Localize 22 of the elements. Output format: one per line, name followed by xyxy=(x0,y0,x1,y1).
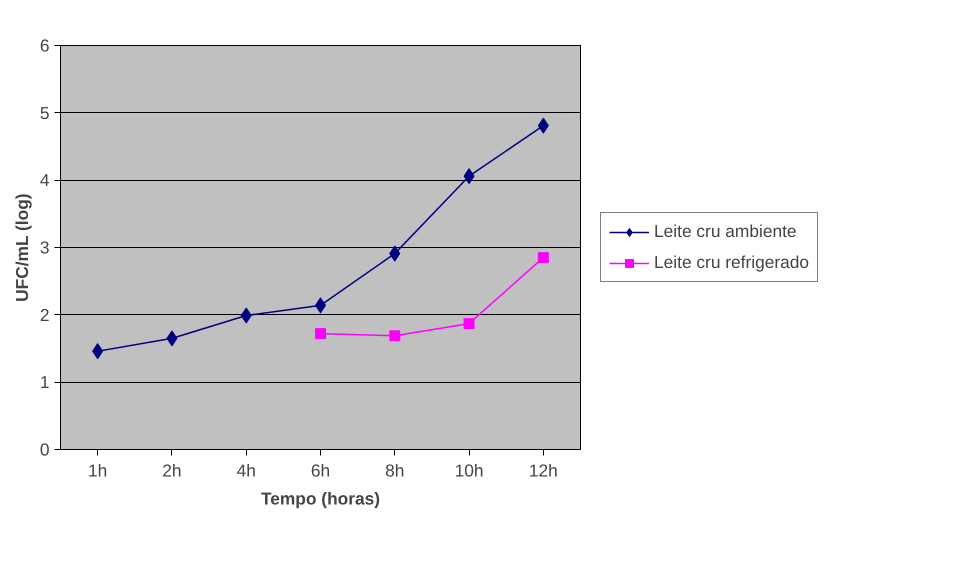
point xyxy=(538,252,549,264)
x-tick-label: 10h xyxy=(454,460,484,480)
y-tick-label: 5 xyxy=(40,102,50,123)
y-tick-label: 2 xyxy=(40,304,50,325)
y-tick-label: 4 xyxy=(40,170,50,190)
x-axis-title: Tempo (horas) xyxy=(260,488,380,508)
y-axis-title: UFC/mL (log) xyxy=(12,193,32,302)
point xyxy=(389,330,400,342)
x-tick-label: 1h xyxy=(88,460,108,480)
x-tick-label: 6h xyxy=(310,460,330,480)
legend-label: Leite cru ambiente xyxy=(654,221,797,242)
legend-label: Leite cru refrigerado xyxy=(654,252,810,273)
y-tick-label: 6 xyxy=(40,36,50,56)
x-tick-label: 8h xyxy=(385,460,404,480)
point xyxy=(464,318,475,330)
x-tick-label: 4h xyxy=(236,460,256,480)
y-tick-label: 0 xyxy=(40,440,50,460)
y-tick-label: 1 xyxy=(40,372,50,392)
y-tick-label: 3 xyxy=(40,238,50,258)
x-tick-label: 12h xyxy=(528,460,558,480)
x-tick-label: 2h xyxy=(162,460,182,480)
point xyxy=(315,328,326,340)
